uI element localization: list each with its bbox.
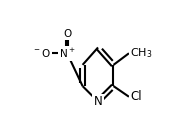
Text: $^-$O: $^-$O — [32, 47, 51, 59]
Text: Cl: Cl — [130, 90, 142, 103]
Text: N$^+$: N$^+$ — [59, 47, 75, 60]
Text: N: N — [94, 95, 102, 108]
Text: O: O — [63, 29, 71, 39]
Text: CH$_3$: CH$_3$ — [130, 46, 152, 60]
